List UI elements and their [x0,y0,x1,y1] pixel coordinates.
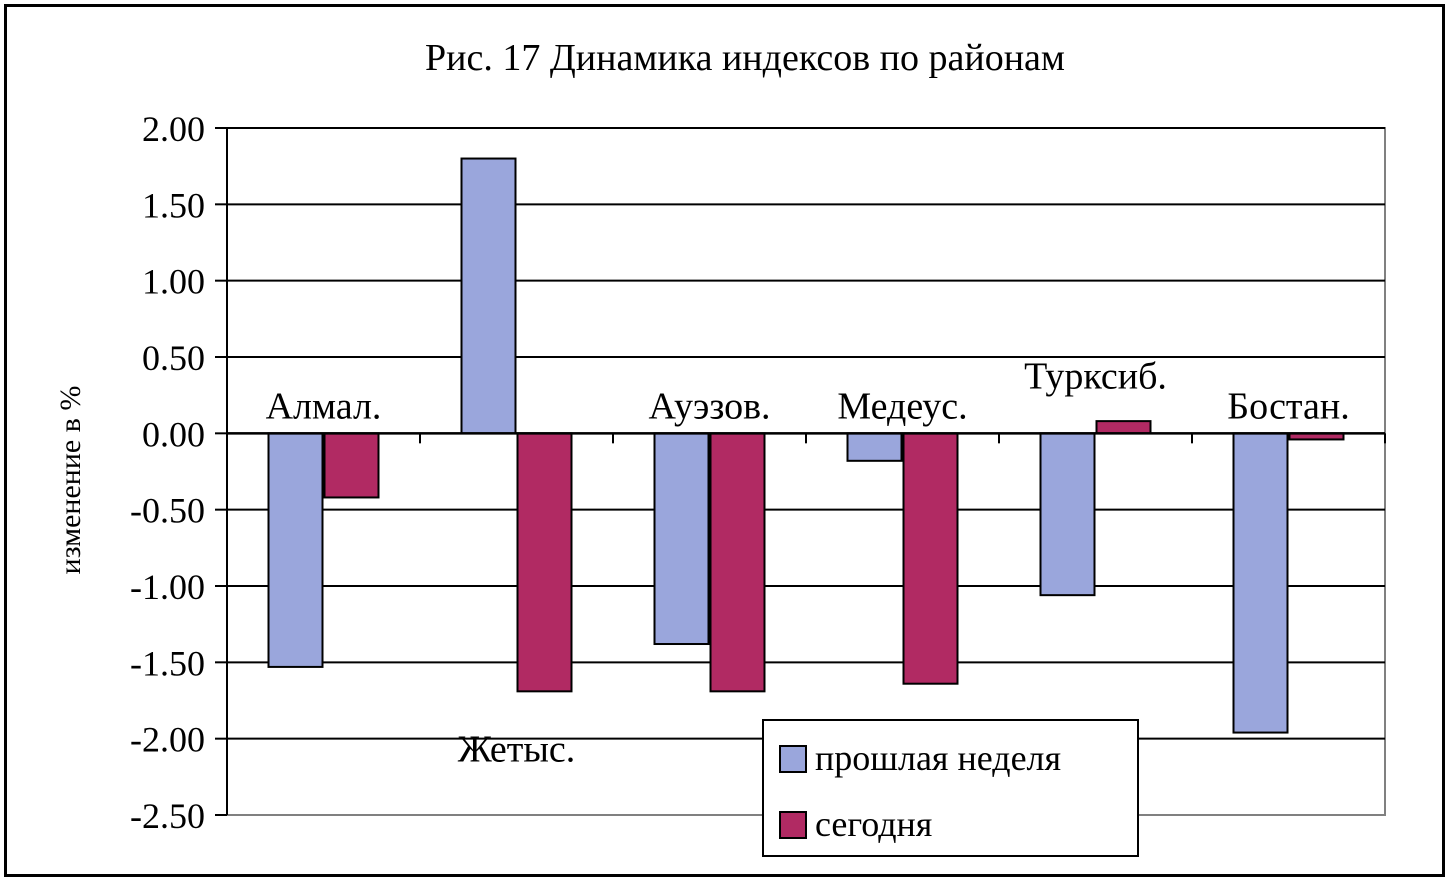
y-tick-label: -2.50 [130,796,205,836]
x-tick-label: Алмал. [266,385,382,427]
y-tick-label: 0.50 [142,338,205,378]
legend-label: прошлая неделя [815,738,1061,778]
chart-title: Рис. 17 Динамика индексов по районам [425,37,1065,79]
y-tick-label: -1.50 [130,643,205,683]
bar [1095,420,1152,435]
bar [846,432,903,462]
bar [1232,432,1289,734]
x-tick-label: Ауэзов. [648,385,770,427]
y-tick-label: -1.00 [130,567,205,607]
bar [267,432,324,668]
y-tick-label: 0.00 [142,414,205,454]
bar [653,432,710,646]
bar [516,432,573,693]
y-tick-label: 1.00 [142,262,205,302]
legend-swatch [779,745,807,773]
bar [709,432,766,693]
x-tick-label: Турксиб. [1024,355,1167,397]
x-tick-label: Жетыс. [458,729,576,771]
y-tick-label: 2.00 [142,109,205,149]
x-tick-label: Медеус. [837,385,967,427]
legend-label: сегодня [815,804,932,844]
bar [323,432,380,499]
plot-area: 2.00 1.50 1.00 0.50 0.00 -0.50 -1.00 -1.50 -2.00… [130,109,1386,857]
bar [902,432,959,685]
plot-border [226,127,1386,816]
y-tick-label: 1.50 [142,185,205,225]
bar [1039,432,1096,597]
bar [460,157,517,435]
legend-box [762,719,1139,857]
y-axis-label: изменение в % [54,386,87,575]
y-tick-label: -2.00 [130,720,205,760]
legend-swatch [779,811,807,839]
y-tick-label: -0.50 [130,491,205,531]
x-tick-label: Бостан. [1227,385,1349,427]
